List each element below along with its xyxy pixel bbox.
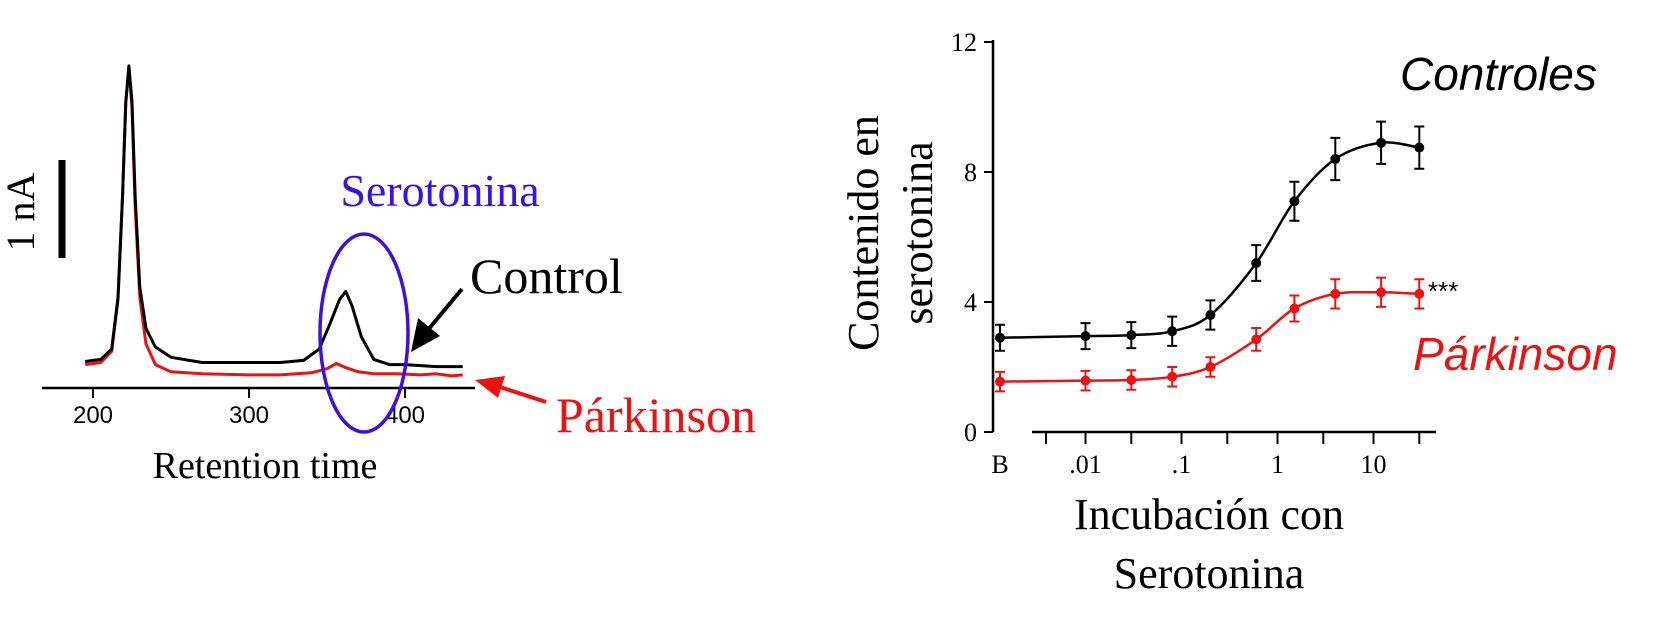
parkinson-arrow-head <box>475 376 505 398</box>
controls-data-point <box>1330 154 1341 164</box>
y-tick-label: 4 <box>964 288 977 317</box>
controls-data-point <box>1126 330 1137 341</box>
parkinson-data-point <box>1414 288 1425 299</box>
chromatogram-panel: 200 300 400 Retention time 1 nA Serotonina… <box>0 64 756 487</box>
parkinson-data-point <box>1126 375 1137 385</box>
parkinson-data-point <box>1376 287 1387 298</box>
controls-data-point <box>1289 196 1300 207</box>
x-tick-label: 300 <box>229 402 269 429</box>
x-tick-label: B <box>991 450 1008 479</box>
parkinson-data-point <box>1289 303 1300 314</box>
controls-fit-curve <box>999 141 1420 339</box>
control-arrow-shaft <box>425 287 464 333</box>
chromatogram-traces <box>84 64 463 378</box>
dose-response-y-axis-title-line-1: Contenido en <box>839 115 888 351</box>
chromatogram-x-ticks: 200 300 400 <box>73 388 425 429</box>
serotonin-highlight-ellipse <box>318 232 410 434</box>
parkinson-data-point <box>1205 362 1216 372</box>
significance-marker: *** <box>1428 276 1458 306</box>
serotonin-highlight-label: Serotonina <box>340 165 539 216</box>
controls-series-label: Controles <box>1400 48 1597 100</box>
y-tick-label: 12 <box>951 28 977 57</box>
parkinson-arrow-shaft <box>499 385 547 404</box>
dose-response-y-axis-title-line-2: serotonina <box>893 141 942 324</box>
parkinson-data-point <box>1167 371 1178 382</box>
parkinson-data-point <box>1330 288 1341 299</box>
parkinson-data-point <box>1251 334 1262 345</box>
dose-response-x-axis-title-line-2: Serotonina <box>1114 549 1305 598</box>
parkinson-trace <box>84 67 463 378</box>
dose-response-x-axis-title-line-1: Incubación con <box>1074 490 1344 539</box>
controls-data-point <box>1167 326 1178 337</box>
controls-data-point <box>1251 258 1262 268</box>
y-tick-label: 0 <box>964 418 977 447</box>
parkinson-series-label: Párkinson <box>1413 328 1618 380</box>
control-trace-label: Control <box>470 248 623 304</box>
chromatogram-x-axis-title: Retention time <box>153 445 378 487</box>
x-tick-label: 10 <box>1361 450 1387 479</box>
y-tick-label: 8 <box>964 158 977 187</box>
parkinson-fit-curve <box>999 290 1420 383</box>
x-tick-label: 200 <box>73 402 113 429</box>
scale-bar-label: 1 nA <box>0 172 43 251</box>
x-tick-label: 1 <box>1271 450 1284 479</box>
control-trace <box>84 64 463 369</box>
control-arrow-head <box>411 318 440 352</box>
parkinson-data-point <box>995 376 1005 387</box>
controls-data-point <box>995 332 1005 343</box>
parkinson-data-point <box>1080 375 1091 386</box>
dose-response-y-ticks: 0 4 8 12 <box>951 28 993 447</box>
controls-data-point <box>1414 142 1425 153</box>
dose-response-x-ticks: B .01 .1 1 10 <box>991 432 1421 479</box>
controls-data-point <box>1080 331 1091 342</box>
controls-data-point <box>1376 137 1387 148</box>
parkinson-trace-label: Párkinson <box>556 387 756 443</box>
dose-response-series <box>995 120 1425 393</box>
x-tick-label: .01 <box>1069 450 1102 479</box>
x-tick-label: .1 <box>1172 450 1192 479</box>
controls-data-point <box>1205 310 1216 320</box>
x-tick-label: 400 <box>385 402 425 429</box>
